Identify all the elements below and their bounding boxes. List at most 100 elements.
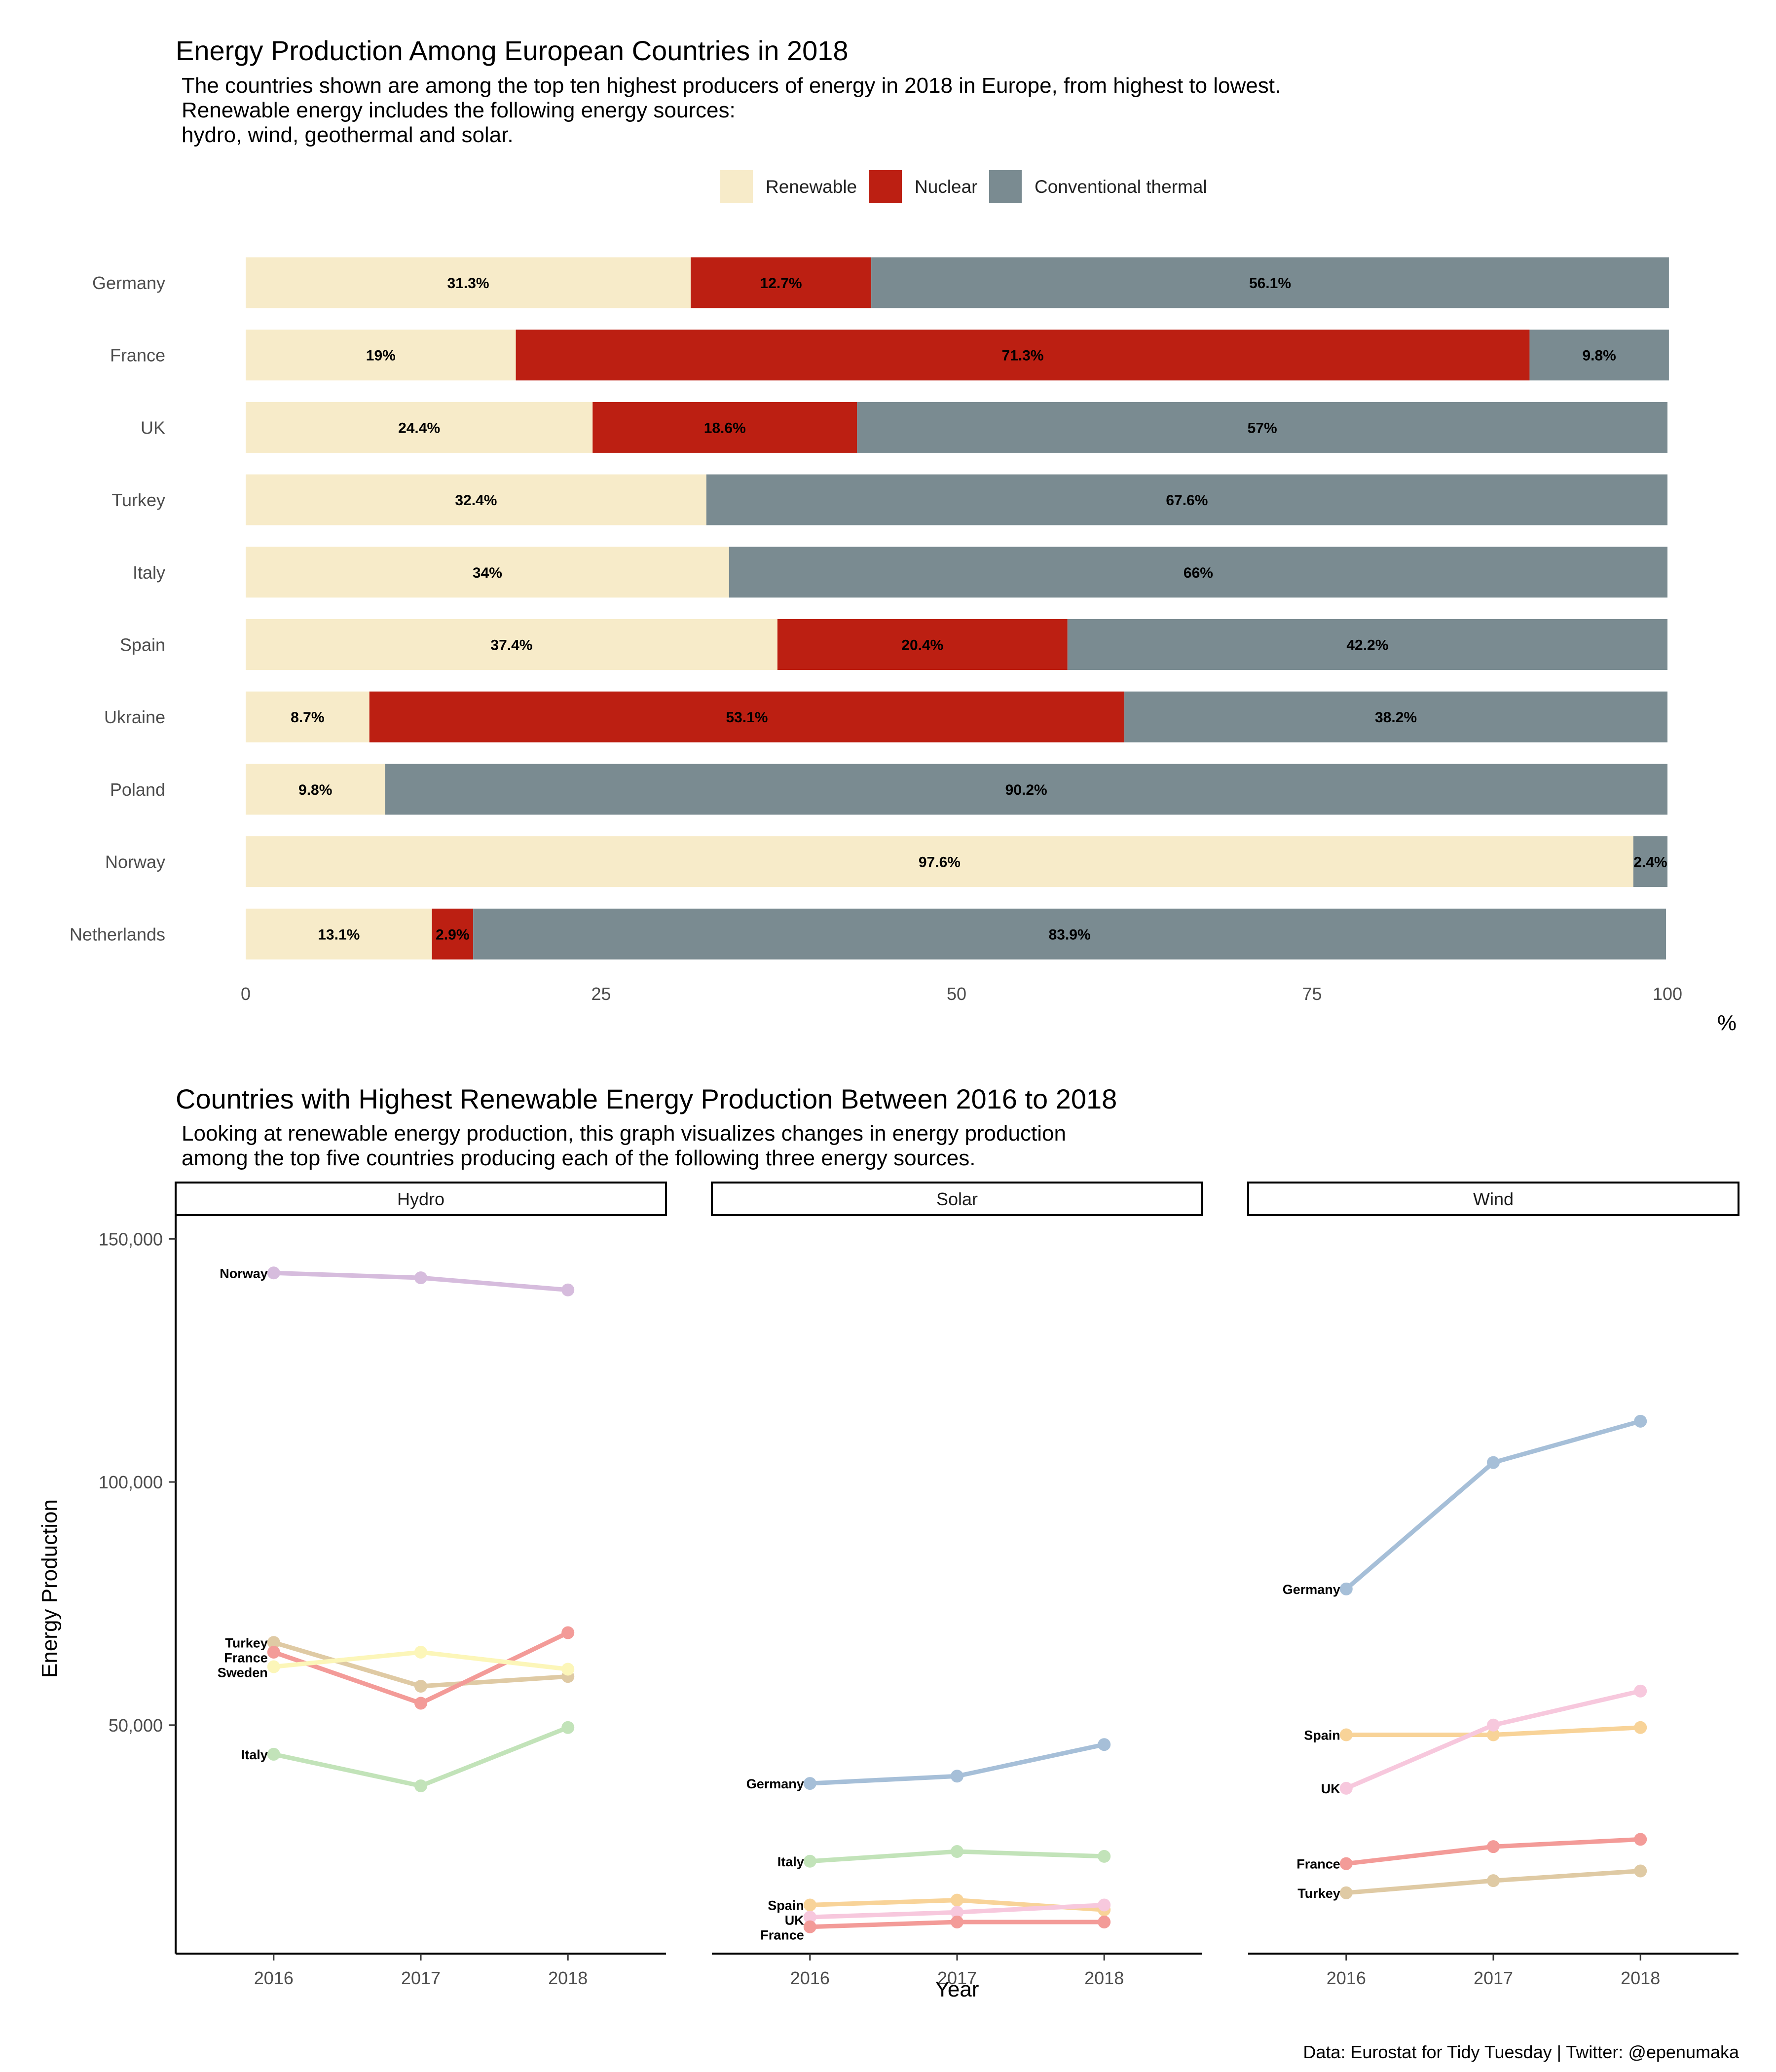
series-label-wind-france: France: [1296, 1857, 1340, 1872]
facet-solar: Solar 2016 2017 2018 Germany Italy SpainUKFran…: [711, 1182, 1203, 1988]
bar-label-turkey-renewable: 32.4%: [455, 492, 497, 509]
bar-segment-ukraine-renewable: [246, 691, 370, 742]
bar-label-uk-renewable: 24.4%: [398, 420, 440, 436]
bar-segment-france-renewable: [246, 330, 516, 381]
bar-label-italy-renewable: 34%: [473, 565, 502, 581]
x-tick-label-0: 0: [241, 984, 251, 1004]
legend-key-conventional-thermal: [989, 170, 1022, 203]
data-point-hydro-italy-2016: [267, 1747, 280, 1761]
data-point-hydro-italy-2017: [414, 1779, 427, 1792]
data-point-solar-uk-2016: [803, 1911, 816, 1924]
bar-row-germany: Germany 31.3% 12.7% 56.1%: [92, 257, 1669, 308]
bar-row-norway: Norway 97.6% 2.4%: [105, 836, 1667, 888]
bar-label-germany-nuclear: 12.7%: [760, 275, 802, 292]
data-point-hydro-sweden-2017: [414, 1645, 427, 1659]
bar-segment-italy-conventional-thermal: [729, 547, 1667, 598]
bar-label-ukraine-nuclear: 53.1%: [726, 709, 768, 726]
bar-segment-norway-renewable: [246, 836, 1633, 888]
line-chart-subtitle-line-1: Looking at renewable energy production, …: [182, 1121, 1066, 1146]
bar-segment-spain-renewable: [246, 619, 777, 670]
facet-strip-hydro: [175, 1182, 667, 1216]
bar-segment-uk-nuclear: [592, 402, 857, 453]
bar-label-germany-conventional-thermal: 56.1%: [1249, 275, 1291, 292]
facet-strip-label-solar: Solar: [936, 1189, 978, 1209]
bar-chart-subtitle-line-3: hydro, wind, geothermal and solar.: [182, 123, 514, 147]
x-tick-label-25: 25: [591, 984, 611, 1004]
data-point-solar-uk-2018: [1098, 1898, 1111, 1912]
data-point-hydro-france-2018: [561, 1626, 575, 1639]
bar-segment-netherlands-renewable: [246, 908, 432, 960]
y-tick-label-150000: 150,000: [99, 1229, 163, 1249]
data-point-wind-uk-2017: [1487, 1718, 1500, 1732]
line-chart-y-axis-title: Energy Production: [37, 1499, 62, 1678]
data-point-solar-germany-2017: [951, 1770, 963, 1783]
bar-segment-ukraine-conventional-thermal: [1124, 691, 1667, 742]
series-label-wind-uk: UK: [1321, 1781, 1340, 1796]
bar-label-turkey-conventional-thermal: 67.6%: [1166, 492, 1208, 509]
data-point-wind-germany-2017: [1487, 1456, 1500, 1469]
bar-segment-uk-renewable: [246, 402, 593, 453]
data-point-hydro-italy-2018: [561, 1721, 575, 1734]
data-point-wind-spain-2017: [1487, 1728, 1500, 1741]
legend-label-nuclear: Nuclear: [915, 177, 978, 197]
data-point-solar-spain-2017: [951, 1893, 963, 1907]
stacked-bar-chart: Energy Production Among European Countri…: [70, 35, 1737, 1035]
bar-row-italy: Italy 34% 66%: [133, 547, 1667, 598]
facet-strip-label-wind: Wind: [1473, 1189, 1514, 1209]
facet-wind: Wind 2016 2017 2018 Germany Spain UK France Turk…: [1247, 1182, 1739, 1988]
bar-label-uk-conventional-thermal: 57%: [1248, 420, 1277, 436]
bar-label-italy-conventional-thermal: 66%: [1184, 565, 1213, 581]
series-label-solar-italy: Italy: [777, 1854, 804, 1869]
series-label-solar-germany: Germany: [746, 1776, 804, 1791]
legend-label-renewable: Renewable: [766, 177, 857, 197]
series-line-wind-germany: [1344, 1419, 1643, 1591]
data-point-solar-uk-2017: [951, 1906, 963, 1919]
series-label-hydro-france: France: [224, 1650, 268, 1665]
category-label-spain: Spain: [120, 635, 165, 655]
series-label-hydro-norway: Norway: [220, 1266, 268, 1281]
data-point-hydro-norway-2016: [267, 1266, 280, 1280]
data-point-hydro-sweden-2018: [561, 1663, 575, 1676]
bar-label-france-nuclear: 71.3%: [1001, 348, 1043, 364]
bar-segment-spain-conventional-thermal: [1067, 619, 1667, 670]
bar-label-spain-nuclear: 20.4%: [901, 637, 943, 654]
bar-segment-italy-renewable: [246, 547, 729, 598]
category-label-norway: Norway: [105, 852, 165, 872]
x-tick-label-solar-2018: 2018: [1084, 1968, 1124, 1988]
bar-label-spain-conventional-thermal: 42.2%: [1346, 637, 1388, 654]
series-label-solar-france: France: [760, 1927, 804, 1942]
x-tick-label-50: 50: [947, 984, 966, 1004]
bar-rows: Germany 31.3% 12.7% 56.1% France 19% 71.3% 9.8%…: [70, 257, 1669, 960]
bar-label-poland-renewable: 9.8%: [298, 782, 332, 798]
data-point-wind-turkey-2018: [1634, 1864, 1647, 1878]
data-point-hydro-turkey-2016: [267, 1636, 280, 1649]
data-point-hydro-norway-2018: [561, 1283, 575, 1296]
bar-label-uk-nuclear: 18.6%: [704, 420, 746, 436]
bar-label-norway-conventional-thermal: 2.4%: [1633, 854, 1667, 871]
bar-chart-subtitle-line-2: Renewable energy includes the following …: [182, 98, 736, 122]
legend-key-renewable: [720, 170, 753, 203]
data-point-wind-france-2016: [1339, 1857, 1353, 1870]
data-point-wind-france-2018: [1634, 1833, 1647, 1846]
category-label-poland: Poland: [110, 779, 165, 800]
bar-label-spain-renewable: 37.4%: [490, 637, 532, 654]
data-point-solar-france-2017: [951, 1915, 963, 1928]
data-point-wind-germany-2016: [1339, 1582, 1353, 1595]
line-chart-subtitle-line-2: among the top five countries producing e…: [182, 1146, 975, 1170]
x-tick-label-75: 75: [1302, 984, 1322, 1004]
bar-segment-france-nuclear: [516, 330, 1530, 381]
data-point-wind-uk-2016: [1339, 1781, 1353, 1795]
bar-segment-france-conventional-thermal: [1529, 330, 1669, 381]
data-point-solar-france-2018: [1098, 1915, 1111, 1928]
bar-segment-norway-conventional-thermal: [1633, 836, 1667, 888]
x-tick-label-solar-2016: 2016: [790, 1968, 830, 1988]
category-label-turkey: Turkey: [111, 490, 165, 510]
data-point-wind-turkey-2016: [1339, 1886, 1353, 1899]
bar-row-netherlands: Netherlands 13.1% 2.9% 83.9%: [70, 908, 1666, 960]
x-tick-label-wind-2018: 2018: [1621, 1968, 1660, 1988]
data-point-solar-italy-2018: [1098, 1850, 1111, 1863]
bar-row-ukraine: Ukraine 8.7% 53.1% 38.2%: [104, 691, 1667, 742]
x-tick-label-solar-2017: 2017: [937, 1968, 977, 1988]
bar-segment-germany-renewable: [246, 257, 691, 308]
